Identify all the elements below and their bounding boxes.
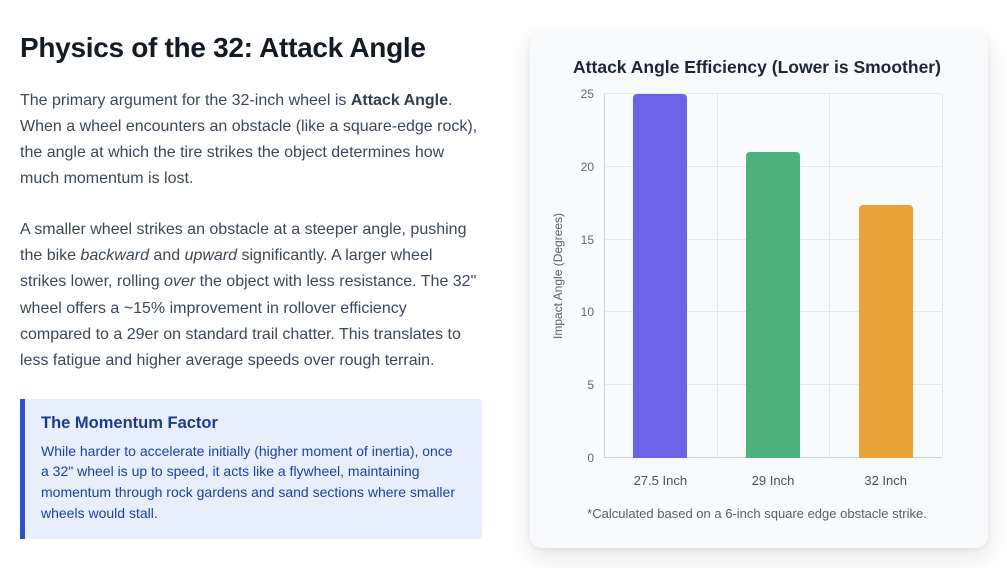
chart-title: Attack Angle Efficiency (Lower is Smooth…	[573, 57, 941, 77]
article: Physics of the 32: Attack Angle The prim…	[20, 30, 482, 550]
page-title: Physics of the 32: Attack Angle	[20, 32, 426, 63]
italic-text: backward	[80, 247, 149, 265]
vertical-gridline	[716, 94, 718, 458]
text: A smaller wheel strikes an obstacle at a…	[20, 221, 467, 265]
x-axis: 27.5 Inch 29 Inch 32 Inch	[604, 458, 942, 490]
y-tick-label: 15	[580, 232, 594, 247]
y-axis: 0 5 10 15 20 25	[569, 87, 601, 465]
paragraph-attack-angle: The primary argument for the 32-inch whe…	[20, 88, 482, 192]
text: and	[148, 247, 185, 265]
vertical-gridline	[942, 94, 943, 458]
y-tick-label: 20	[580, 159, 594, 174]
text: the object with less resistance. The 32"…	[20, 273, 477, 369]
text: . When a wheel encounters an obstacle (l…	[20, 92, 478, 188]
vertical-gridline	[604, 94, 605, 458]
horizontal-gridline	[604, 93, 942, 94]
paragraph-wheel-comparison: A smaller wheel strikes an obstacle at a…	[20, 217, 482, 373]
x-tick-label: 27.5 Inch	[633, 473, 688, 488]
y-tick-label: 5	[587, 378, 594, 393]
bar-chart: Impact Angle (Degrees) 0 5 10 15 20 25 27.5 I…	[550, 87, 964, 490]
y-tick-label: 10	[580, 305, 594, 320]
text: significantly. A larger wheel strikes lo…	[20, 247, 433, 291]
chart-plot-area	[604, 93, 943, 458]
y-tick-label: 25	[580, 87, 594, 101]
y-tick-label: 0	[587, 451, 594, 465]
italic-text: over	[164, 273, 196, 291]
bold-text: Attack Angle	[350, 92, 449, 109]
momentum-factor-callout: The Momentum Factor While harder to acce…	[20, 398, 482, 540]
bar-29-inch	[746, 152, 800, 458]
vertical-gridline	[829, 94, 831, 458]
callout-body: While harder to accelerate initially (hi…	[41, 442, 455, 521]
y-axis-label: Impact Angle (Degrees)	[551, 212, 565, 340]
bar-32-inch	[858, 204, 913, 458]
x-tick-label: 29 Inch	[751, 473, 795, 488]
x-tick-label: 32 Inch	[864, 473, 907, 488]
chart-card: Attack Angle Efficiency (Lower is Smooth…	[530, 30, 988, 548]
callout-title: The Momentum Factor	[41, 413, 218, 432]
italic-text: upward	[184, 247, 238, 265]
bar-27-5-inch	[633, 94, 688, 458]
text: The primary argument for the 32-inch whe…	[20, 92, 351, 109]
chart-footnote: *Calculated based on a 6-inch square edg…	[587, 506, 927, 521]
